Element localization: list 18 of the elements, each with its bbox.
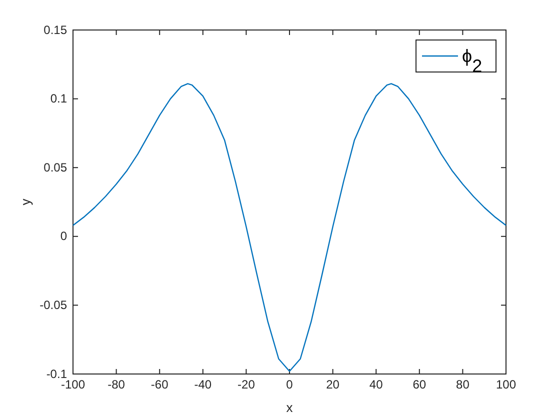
line-series: [72, 83, 507, 372]
y-tick-label: 0.15: [44, 22, 68, 37]
x-tick-label: 60: [412, 378, 426, 392]
x-tick-label: 0: [286, 378, 294, 392]
x-axis-title: x: [286, 400, 294, 415]
y-tick-label: 0.05: [44, 160, 68, 174]
y-tick-label: 0: [60, 229, 68, 244]
x-tick-label: 20: [326, 378, 340, 392]
x-tick-label: -40: [194, 378, 212, 392]
x-tick-label: 80: [456, 378, 470, 392]
y-tick-label: -0.05: [40, 298, 68, 312]
y-tick-label: 0.1: [50, 92, 68, 106]
y-axis-title: y: [18, 198, 33, 206]
x-tick-label: -60: [150, 378, 169, 392]
x-tick-label: -80: [108, 378, 126, 392]
x-tick-label: -20: [238, 378, 256, 392]
x-tick-label: 100: [496, 378, 516, 392]
x-tick-label: 40: [369, 378, 384, 392]
